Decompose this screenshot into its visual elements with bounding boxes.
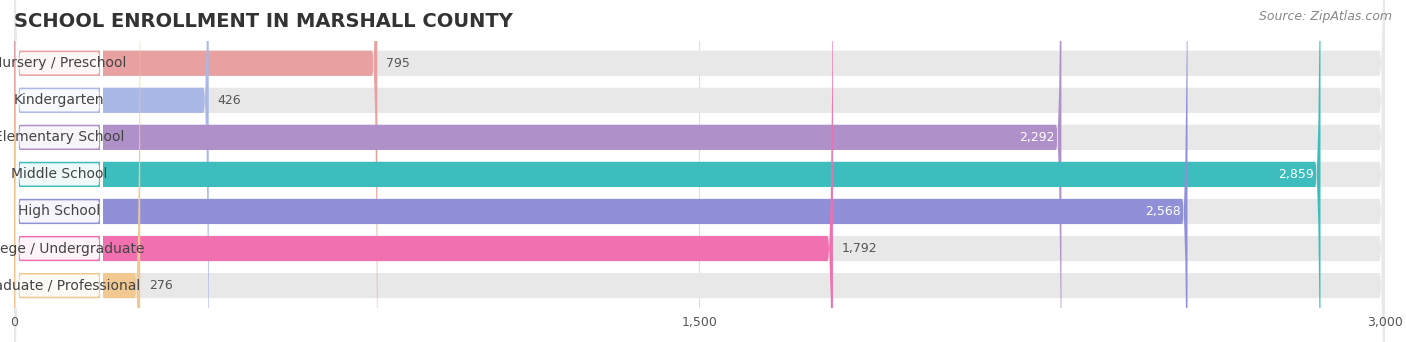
FancyBboxPatch shape — [15, 0, 103, 342]
FancyBboxPatch shape — [14, 0, 1385, 342]
Text: Middle School: Middle School — [11, 168, 107, 181]
FancyBboxPatch shape — [14, 0, 1385, 342]
FancyBboxPatch shape — [14, 0, 1385, 342]
FancyBboxPatch shape — [15, 0, 103, 342]
Text: 1,792: 1,792 — [842, 242, 877, 255]
FancyBboxPatch shape — [15, 0, 103, 342]
Text: Nursery / Preschool: Nursery / Preschool — [0, 56, 127, 70]
FancyBboxPatch shape — [14, 0, 208, 342]
Text: 276: 276 — [149, 279, 173, 292]
Text: 2,859: 2,859 — [1278, 168, 1313, 181]
FancyBboxPatch shape — [14, 0, 1385, 342]
Text: 2,568: 2,568 — [1144, 205, 1181, 218]
Text: SCHOOL ENROLLMENT IN MARSHALL COUNTY: SCHOOL ENROLLMENT IN MARSHALL COUNTY — [14, 12, 513, 31]
Text: Elementary School: Elementary School — [0, 130, 125, 144]
Text: Kindergarten: Kindergarten — [14, 93, 104, 107]
FancyBboxPatch shape — [14, 0, 1320, 342]
Text: 795: 795 — [387, 57, 411, 70]
Text: Graduate / Professional: Graduate / Professional — [0, 279, 141, 292]
Text: 2,292: 2,292 — [1019, 131, 1054, 144]
FancyBboxPatch shape — [15, 0, 103, 342]
FancyBboxPatch shape — [15, 0, 103, 342]
FancyBboxPatch shape — [14, 0, 377, 342]
Text: Source: ZipAtlas.com: Source: ZipAtlas.com — [1258, 10, 1392, 23]
FancyBboxPatch shape — [14, 0, 1385, 342]
FancyBboxPatch shape — [14, 0, 832, 342]
FancyBboxPatch shape — [14, 0, 141, 342]
FancyBboxPatch shape — [15, 0, 103, 342]
FancyBboxPatch shape — [15, 0, 103, 342]
Text: High School: High School — [18, 205, 100, 219]
FancyBboxPatch shape — [14, 0, 1385, 342]
Text: 426: 426 — [218, 94, 242, 107]
FancyBboxPatch shape — [14, 0, 1188, 342]
Text: College / Undergraduate: College / Undergraduate — [0, 241, 145, 255]
FancyBboxPatch shape — [14, 0, 1062, 342]
FancyBboxPatch shape — [14, 0, 1385, 342]
